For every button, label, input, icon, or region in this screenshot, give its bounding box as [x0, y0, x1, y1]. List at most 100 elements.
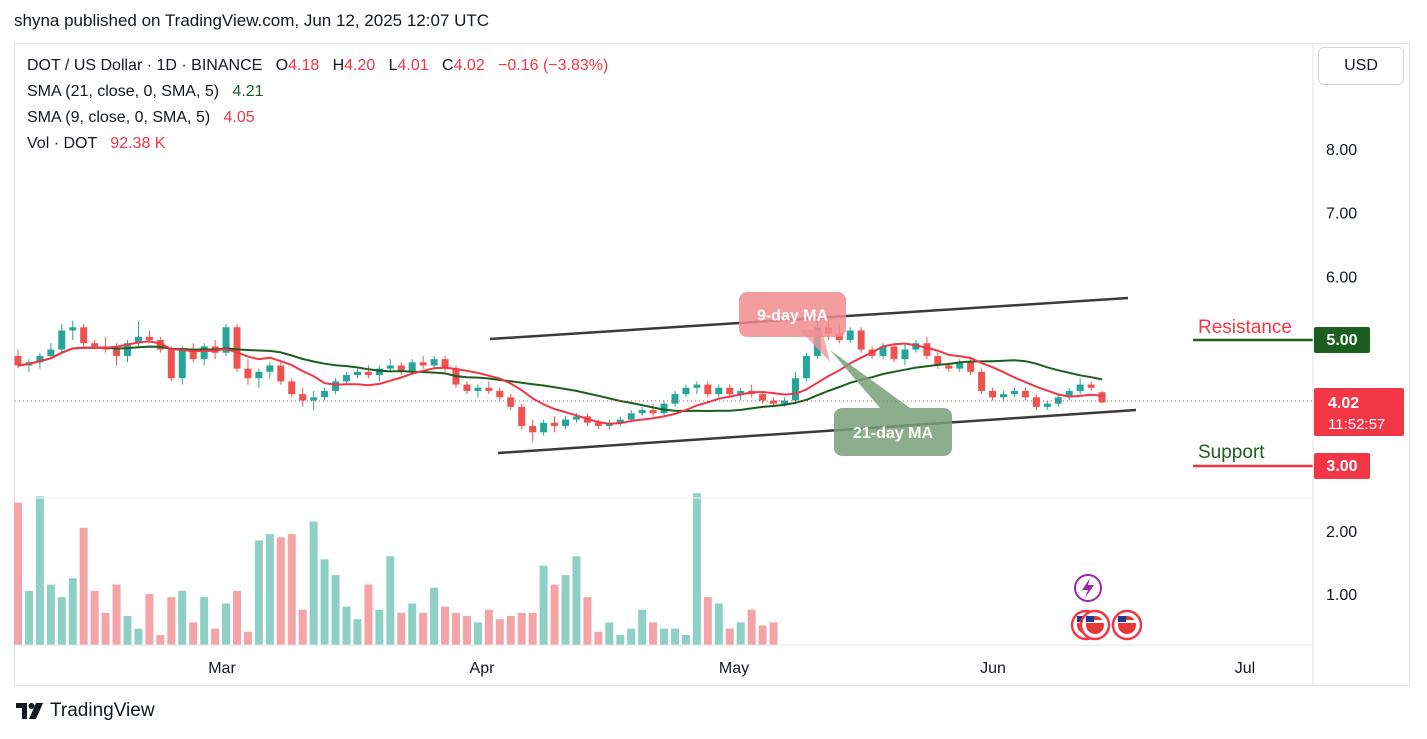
volume-bar: [462, 616, 471, 645]
candle-body: [507, 397, 515, 407]
x-tick-label: Jul: [1235, 660, 1255, 677]
candle-body: [616, 419, 624, 423]
candle-body: [441, 359, 449, 369]
candle-body: [1021, 390, 1029, 398]
volume-bar: [156, 634, 165, 645]
volume-bar: [57, 597, 66, 645]
volume-bar: [649, 622, 658, 645]
candles: [14, 317, 1106, 442]
volume-bar: [583, 597, 592, 645]
volume-bar: [758, 625, 767, 645]
chart-legend: DOT / US Dollar · 1D · BINANCE O4.18 H4.…: [27, 53, 608, 157]
volume-bar: [408, 603, 417, 645]
candle-body: [956, 362, 964, 369]
sma21-label: SMA (21, close, 0, SMA, 5): [27, 83, 220, 100]
volume-bar: [747, 609, 756, 645]
sma9-label: SMA (9, close, 0, SMA, 5): [27, 109, 211, 126]
candle-body: [1010, 390, 1018, 395]
volume-bar: [528, 612, 537, 645]
ma9-label-box: [739, 292, 846, 337]
candle-body: [463, 384, 471, 391]
legend-sma9-row[interactable]: SMA (9, close, 0, SMA, 5) 4.05: [27, 105, 608, 131]
currency-button[interactable]: USD: [1318, 47, 1404, 85]
volume-bar: [68, 578, 77, 645]
footer-brand: TradingView: [50, 700, 155, 721]
candle-body: [375, 368, 383, 376]
candle-body: [704, 384, 712, 395]
candle-body: [145, 336, 153, 341]
symbol-title[interactable]: DOT / US Dollar · 1D · BINANCE: [27, 57, 263, 74]
volume-bar: [539, 565, 548, 645]
volume-bar: [167, 597, 176, 645]
volume-bar: [265, 534, 274, 645]
volume-bar: [309, 521, 318, 645]
candle-body: [529, 425, 537, 433]
candle-body: [255, 371, 263, 379]
ma9-pointer: [800, 330, 830, 362]
candle-body: [1000, 394, 1007, 398]
candle-body: [266, 365, 274, 372]
volume-bar: [331, 575, 340, 645]
candle-body: [364, 371, 372, 376]
candle-body: [759, 394, 767, 401]
vol-tick-label: 2.00: [1326, 524, 1357, 541]
candle-body: [321, 390, 329, 398]
volume-bar: [769, 622, 778, 645]
candle-body: [36, 355, 44, 363]
candle-body: [233, 327, 241, 369]
y-tick-label: 8.00: [1326, 142, 1357, 159]
volume-bar: [243, 631, 252, 645]
candle-body: [879, 346, 887, 356]
volume-bar: [517, 612, 526, 645]
candle-body: [244, 368, 252, 379]
change-value: −0.16 (−3.83%): [498, 57, 609, 74]
countdown-text: 11:52:57: [1328, 416, 1385, 433]
resistance-price-text: 5.00: [1326, 332, 1357, 349]
volume-bar: [342, 606, 351, 645]
candle-body: [989, 390, 997, 398]
volume-bars: [14, 493, 778, 645]
volume-value: 92.38 K: [110, 135, 166, 152]
tradingview-logo-icon: [16, 703, 43, 719]
volume-bar: [550, 584, 559, 645]
candle-body: [485, 387, 493, 391]
legend-sma21-row[interactable]: SMA (21, close, 0, SMA, 5) 4.21: [27, 79, 608, 105]
y-tick-label: 6.00: [1326, 269, 1357, 286]
candle-body: [518, 406, 526, 426]
volume-bar: [101, 612, 110, 645]
lower-channel-line: [497, 408, 1137, 455]
candle-body: [47, 349, 55, 356]
volume-bar: [178, 590, 187, 645]
support-price-badge: [1314, 453, 1370, 479]
sma21-line: [17, 345, 1103, 413]
volume-bar: [703, 597, 712, 645]
candle-body: [770, 400, 778, 404]
candle-body: [912, 343, 920, 350]
candle-body: [134, 336, 142, 344]
legend-volume-row[interactable]: Vol · DOT 92.38 K: [27, 131, 608, 157]
volume-bar: [594, 631, 603, 645]
us-flag-canton: [1118, 616, 1126, 622]
volume-bar: [353, 619, 362, 645]
candle-body: [419, 362, 427, 366]
candle-body: [1065, 390, 1073, 398]
candle-body: [791, 378, 799, 401]
volume-bar: [419, 612, 428, 645]
volume-bar: [725, 628, 734, 645]
candle-body: [474, 387, 482, 391]
volume-label: Vol · DOT: [27, 135, 97, 152]
volume-bar: [35, 496, 44, 645]
candle-body: [671, 394, 679, 404]
volume-bar: [495, 619, 504, 645]
volume-bar: [736, 622, 745, 645]
tradingview-footer[interactable]: TradingView: [16, 700, 155, 722]
volume-bar: [320, 559, 329, 645]
us-flag-stripe: [1086, 620, 1104, 623]
axes: 8.007.006.005.002.001.005.003.004.0211:5…: [15, 44, 1404, 685]
ma21-pointer: [830, 350, 910, 408]
volume-bar: [473, 622, 482, 645]
candle-body: [923, 343, 931, 356]
candle-body: [1076, 384, 1084, 391]
candle-body: [91, 343, 99, 347]
